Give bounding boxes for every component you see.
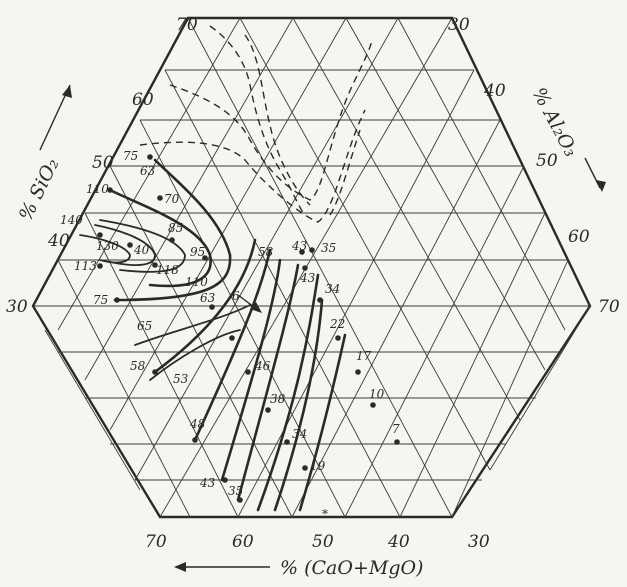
point-label: 58 (258, 245, 274, 259)
point-label: 19 (310, 459, 326, 473)
tick-bottom-30: 30 (468, 532, 490, 552)
point-label: 48 (189, 417, 206, 431)
point-label: 34 (325, 282, 340, 296)
point-label: 95 (190, 245, 205, 259)
point-label: 85 (168, 221, 183, 235)
tick-sio2-30: 30 (6, 297, 28, 317)
point-label: 22 (329, 317, 345, 331)
point-label: 46 (254, 359, 271, 373)
tick-bottom-40: 40 (387, 532, 410, 552)
point-label: * (322, 507, 328, 521)
axis-arrows (39, 84, 606, 572)
point-label: 17 (356, 349, 372, 363)
point-label: 7 (392, 422, 400, 436)
tick-bottom-50: 50 (312, 532, 334, 552)
tick-top-right: 30 (448, 15, 470, 35)
point-label: 63 (140, 164, 156, 178)
point-label: 140 (60, 213, 83, 227)
point-label: 38 (270, 392, 286, 406)
point-label: 70 (164, 192, 180, 206)
point-label: 130 (96, 239, 119, 253)
solid-curves (79, 158, 347, 512)
tick-sio2-40: 40 (47, 231, 70, 251)
tick-al2o3-50: 50 (536, 151, 558, 171)
data-points (97, 154, 400, 503)
axis-label-cao-mgo: % (CaO+MgO) (280, 557, 423, 579)
point-label: 65 (137, 319, 152, 333)
tick-al2o3-70: 70 (598, 297, 620, 317)
point-label: 53 (173, 372, 189, 386)
dashed-curves (139, 25, 373, 223)
point-label: 58 (130, 359, 146, 373)
point-label: 40 (133, 243, 150, 257)
triangular-grid (33, 17, 591, 518)
point-label: 10 (369, 387, 385, 401)
tick-sio2-50: 50 (92, 153, 114, 173)
point-label: 110 (86, 182, 109, 196)
tick-top-left: 70 (176, 15, 198, 35)
tick-bottom-60: 60 (232, 532, 254, 552)
point-label: 35 (228, 484, 243, 498)
hexagon-frame (31, 16, 592, 519)
point-label: 113 (74, 259, 97, 273)
tick-al2o3-60: 60 (568, 227, 590, 247)
point-labels: 75 63 110 70 140 85 130 40 95 113 118 11… (60, 149, 400, 521)
point-label: 43 (299, 271, 316, 285)
point-label: 63 (200, 291, 216, 305)
axis-label-al2o3: % Al₂O₃ (528, 84, 582, 160)
point-label: 6 (232, 289, 240, 303)
point-label: 118 (156, 263, 179, 277)
axis-label-sio2: % SiO₂ (15, 155, 64, 224)
tick-al2o3-40: 40 (483, 81, 506, 101)
point-label: 75 (123, 149, 138, 163)
point-label: 43 (199, 476, 216, 490)
tick-sio2-60: 60 (132, 90, 154, 110)
point-label: 43 (291, 239, 308, 253)
point-label: 110 (185, 275, 208, 289)
tick-bottom-70: 70 (145, 532, 167, 552)
point-label: 34 (292, 427, 307, 441)
point-label: 35 (321, 241, 336, 255)
point-label: 75 (93, 293, 108, 307)
